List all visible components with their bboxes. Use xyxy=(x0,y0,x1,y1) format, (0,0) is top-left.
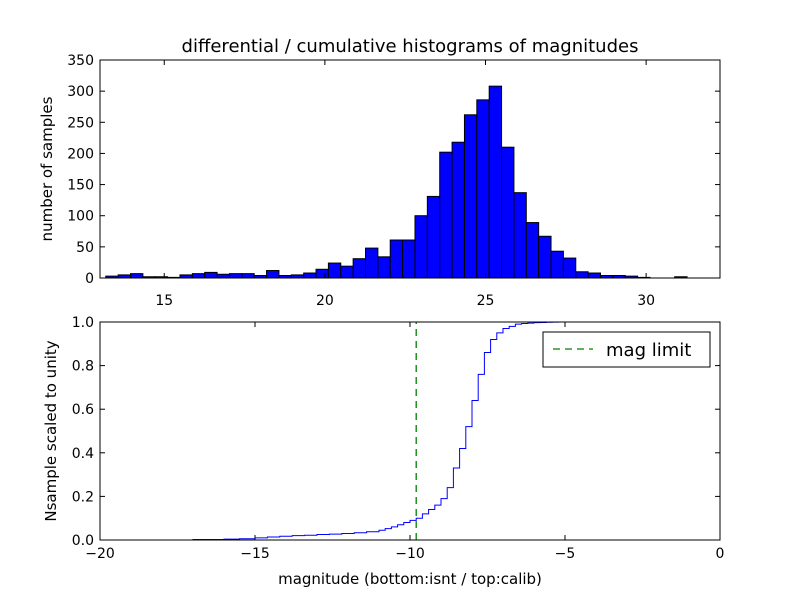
histogram-bar xyxy=(365,247,379,279)
histogram-bar xyxy=(538,235,552,279)
histogram-bar xyxy=(352,258,367,279)
y-tick-label: 1.0 xyxy=(72,315,94,331)
legend-mag-limit-label: mag limit xyxy=(606,340,691,361)
y-tick-label: 0 xyxy=(85,271,94,287)
histogram-bar xyxy=(550,250,564,279)
y-tick-label: 50 xyxy=(76,240,94,256)
top-chart-frame xyxy=(99,59,721,279)
histogram-bar xyxy=(439,151,453,279)
histogram-bar xyxy=(327,262,342,279)
histogram-bar xyxy=(266,270,280,279)
y-tick-label: 0.8 xyxy=(72,359,94,375)
histogram-bar xyxy=(130,273,144,279)
histogram-bar xyxy=(562,257,577,279)
y-tick-label: 0.0 xyxy=(72,533,94,549)
y-tick-label: 200 xyxy=(67,146,94,162)
y-tick-label: 0.2 xyxy=(72,489,94,505)
histogram-bar xyxy=(525,222,540,279)
histogram-bar xyxy=(513,192,527,279)
histogram-bar xyxy=(228,273,243,279)
y-tick-label: 250 xyxy=(67,115,94,131)
x-tick-label: −20 xyxy=(85,546,115,562)
x-tick-label: −15 xyxy=(240,546,270,562)
histogram-bar xyxy=(501,146,515,279)
histogram-bar xyxy=(191,273,206,279)
histogram-bar xyxy=(377,256,391,279)
x-tick-label: 0 xyxy=(716,546,725,562)
y-tick-label: 150 xyxy=(67,178,94,194)
x-tick-label: 20 xyxy=(316,293,334,309)
histogram-bar xyxy=(488,85,503,279)
top-chart-ylabel: number of samples xyxy=(38,96,56,241)
histogram-bar xyxy=(476,99,490,279)
histogram-bar xyxy=(414,215,428,279)
histogram-bar xyxy=(315,268,329,279)
x-tick-label: −5 xyxy=(555,546,576,562)
x-tick-label: 25 xyxy=(477,293,495,309)
y-tick-label: 350 xyxy=(67,53,94,69)
y-tick-label: 100 xyxy=(67,209,94,225)
bottom-chart-ylabel: Nsample scaled to unity xyxy=(42,340,60,521)
bottom-chart-ticks: −20 −15 −10 −5 0 0.0 0.2 0.4 0.6 0.8 1.0 xyxy=(72,315,725,562)
histogram-bar xyxy=(389,239,404,279)
y-tick-label: 0.4 xyxy=(72,446,94,462)
histogram-bar xyxy=(402,239,416,279)
histogram-bar xyxy=(575,271,589,279)
x-tick-label: 15 xyxy=(155,293,173,309)
top-chart-title: differential / cumulative histograms of … xyxy=(182,36,639,57)
cumulative-step-line xyxy=(100,321,721,541)
histogram-bar xyxy=(451,141,465,279)
top-chart-bars xyxy=(105,85,688,279)
bottom-chart-frame xyxy=(99,321,721,541)
histogram-bar xyxy=(587,272,602,279)
histogram-bar xyxy=(463,114,478,279)
histogram-bar xyxy=(303,272,317,279)
bottom-chart-lines xyxy=(100,321,721,541)
histogram-bar xyxy=(426,195,441,279)
bottom-chart-xlabel: magnitude (bottom:isnt / top:calib) xyxy=(278,570,542,588)
histogram-bar xyxy=(216,273,230,279)
histogram-bar xyxy=(241,273,255,279)
x-tick-label: 30 xyxy=(637,293,655,309)
x-tick-label: −10 xyxy=(395,546,425,562)
y-tick-label: 0.6 xyxy=(72,402,94,418)
bottom-chart-legend: mag limit xyxy=(542,331,711,368)
histogram-bar xyxy=(204,271,218,279)
y-tick-label: 300 xyxy=(67,84,94,100)
histogram-bar xyxy=(340,265,354,279)
